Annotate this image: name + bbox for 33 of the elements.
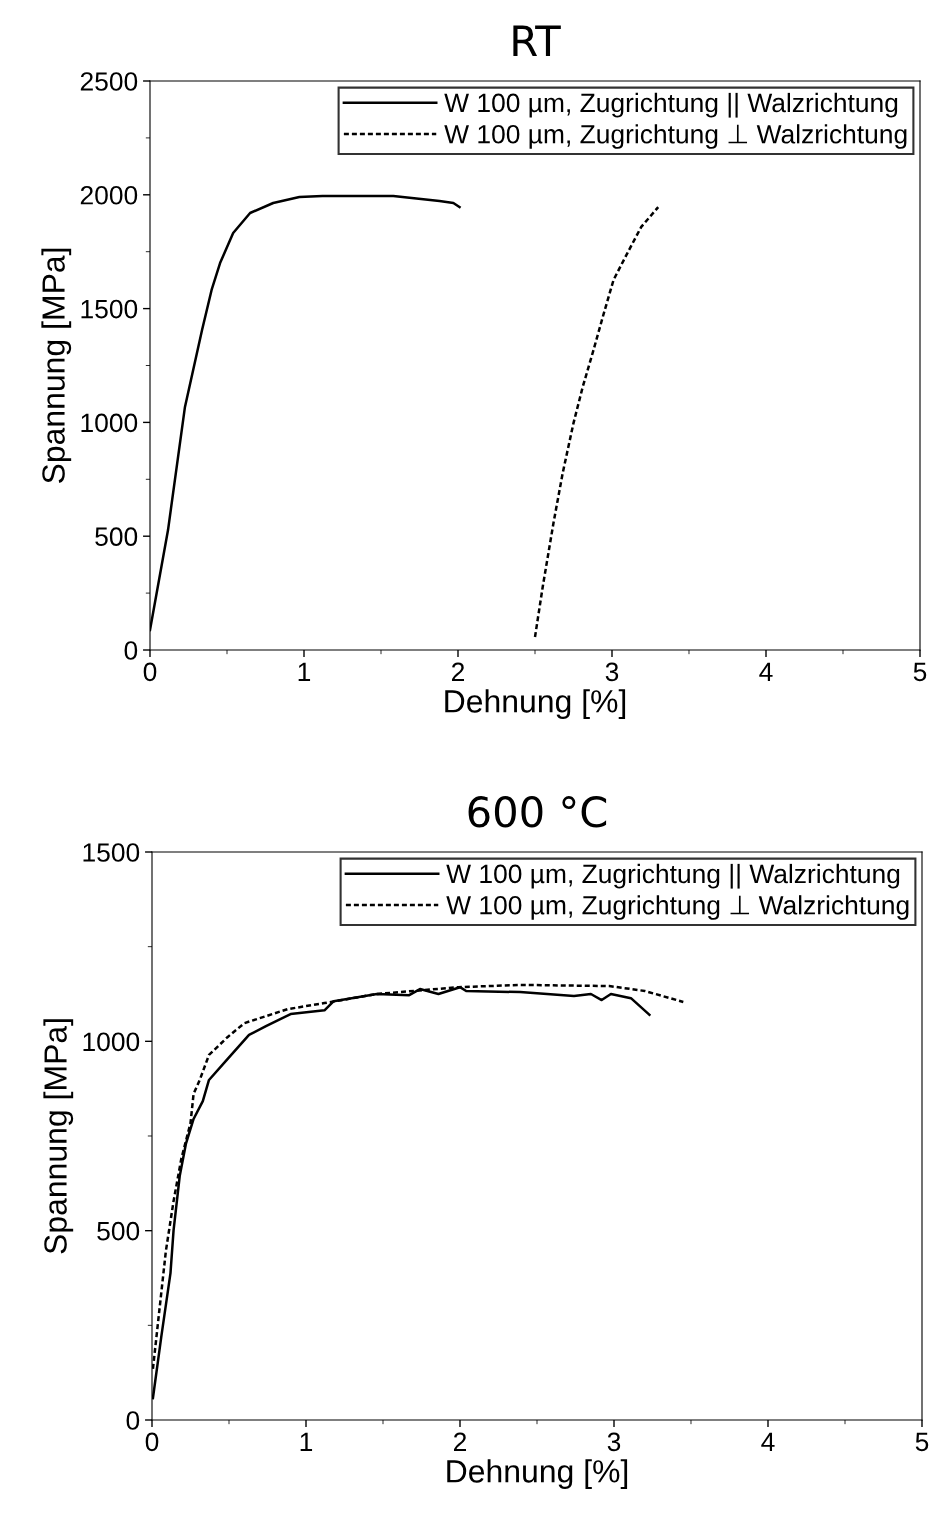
x-tick-label: 0 [143,662,157,682]
x-tick-label: 5 [913,662,927,682]
y-tick-label: 500 [97,1221,140,1241]
x-axis-title: Dehnung [%] [447,1459,628,1489]
y-tick-label: 1000 [83,1032,140,1052]
x-tick-label: 3 [605,662,619,682]
x-tick-label: 4 [761,1432,775,1451]
y-tick-label: 0 [126,1411,140,1430]
y-tick-label: 2500 [80,72,138,91]
x-tick-label: 2 [451,662,465,681]
x-tick-label: 1 [300,1432,313,1451]
chart-title: RT [513,25,561,56]
legend-label: W 100 µm, Zugrichtung || Walzrichtung [446,863,900,889]
x-tick-label: 1 [298,662,311,681]
legend-label: W 100 µm, Zugrichtung ⊥ Walzrichtung [444,124,907,149]
y-axis-title: Spannung [MPa] [41,248,72,484]
legend-label: W 100 µm, Zugrichtung || Walzrichtung [444,92,898,118]
y-tick-label: 1500 [83,843,140,862]
x-tick-label: 4 [759,662,773,681]
x-tick-label: 3 [607,1432,621,1452]
x-tick-label: 5 [915,1432,929,1452]
y-tick-label: 1000 [81,413,138,433]
x-axis-title: Dehnung [%] [445,689,626,719]
y-axis-title: Spannung [MPa] [43,1019,74,1254]
y-tick-label: 500 [95,527,138,547]
x-tick-label: 2 [453,1432,467,1451]
legend-label: W 100 µm, Zugrichtung ⊥ Walzrichtung [446,895,909,920]
chart-title: 600 °C [468,796,607,828]
y-tick-label: 1500 [81,299,138,319]
line-series [533,205,660,639]
y-tick-label: 2000 [80,185,138,205]
y-tick-label: 0 [124,641,138,660]
x-tick-label: 0 [145,1432,159,1452]
